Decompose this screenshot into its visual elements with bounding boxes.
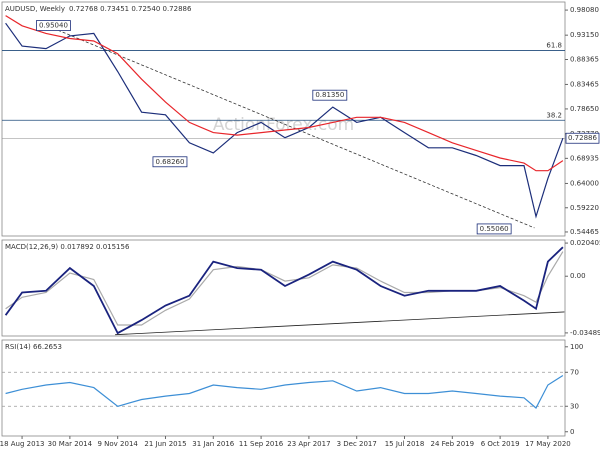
- title-text: AUDUSD, Weekly: [5, 5, 65, 13]
- panel-title: RSI(14) 66.2653: [5, 343, 62, 351]
- series-line: [5, 374, 564, 409]
- y-tick-label: 0.64000: [570, 179, 599, 187]
- last-price-label: 0.72886: [568, 134, 597, 142]
- y-tick-label: 30: [570, 402, 579, 410]
- panel: [1, 339, 566, 437]
- annotation-box: [312, 89, 348, 101]
- x-tick-label: 11 Sep 2016: [239, 440, 284, 448]
- annotation-box: [152, 156, 188, 168]
- trend-line: [115, 311, 565, 336]
- x-tick-label: 18 Aug 2013: [0, 440, 44, 448]
- x-tick-label: 3 Dec 2017: [337, 440, 377, 448]
- y-tick-label: 0.83465: [570, 80, 599, 88]
- x-tick-label: 6 Oct 2019: [481, 440, 520, 448]
- y-tick-label: 0.88365: [570, 56, 599, 64]
- x-tick-label: 23 Apr 2017: [287, 440, 330, 448]
- x-tick-label: 31 Jan 2016: [192, 440, 235, 448]
- annotation-label: 0.81350: [315, 91, 344, 99]
- title-text: MACD(12,26,9) 0.017892 0.015156: [5, 243, 130, 251]
- x-tick-label: 9 Nov 2014: [97, 440, 138, 448]
- y-tick-label: 0.98080: [570, 6, 599, 14]
- y-tick-label: 0.020405: [570, 239, 600, 247]
- annotation-label: 0.55060: [480, 225, 509, 233]
- series-line: [4, 246, 564, 335]
- level-label: 61.8: [546, 42, 562, 50]
- annotation-box: [36, 20, 71, 31]
- y-tick-label: 0.68935: [570, 154, 599, 162]
- y-tick-label: -0.034892: [570, 329, 600, 337]
- y-tick-label: 0.00: [570, 272, 586, 280]
- panel: [1, 239, 566, 337]
- x-tick-label: 24 Feb 2019: [431, 440, 475, 448]
- x-tick-label: 15 Jul 2018: [385, 440, 425, 448]
- x-tick-label: 30 Mar 2014: [48, 440, 93, 448]
- trend-line: [53, 27, 535, 229]
- panel-title: AUDUSD, Weekly 0.72768 0.73451 0.72540 0.…: [5, 5, 192, 13]
- watermark: ActionForex.com: [213, 115, 354, 135]
- title-text: RSI(14) 66.2653: [5, 343, 62, 351]
- ohlc-text: 0.72768 0.73451 0.72540 0.72886: [69, 5, 192, 13]
- y-tick-label: 0.93150: [570, 31, 599, 39]
- y-tick-label: 0.54465: [570, 228, 599, 236]
- level-label: 38.2: [546, 111, 562, 119]
- annotation-label: 0.95040: [39, 22, 68, 30]
- y-tick-label: 0: [570, 428, 574, 436]
- x-tick-label: 21 Jun 2015: [144, 440, 186, 448]
- series-line: [5, 22, 564, 219]
- series-line: [5, 15, 564, 172]
- y-tick-label: 100: [570, 343, 583, 351]
- panel-title: MACD(12,26,9) 0.017892 0.015156: [5, 243, 130, 251]
- annotation-box: [476, 223, 512, 235]
- y-tick-label: 0.59220: [570, 204, 599, 212]
- y-tick-label: 70: [570, 368, 579, 376]
- last-price-box: [565, 132, 600, 144]
- panel: [1, 1, 566, 237]
- x-tick-label: 17 May 2020: [525, 440, 571, 448]
- annotation-label: 0.68260: [155, 158, 184, 166]
- y-tick-label: 0.78650: [570, 105, 599, 113]
